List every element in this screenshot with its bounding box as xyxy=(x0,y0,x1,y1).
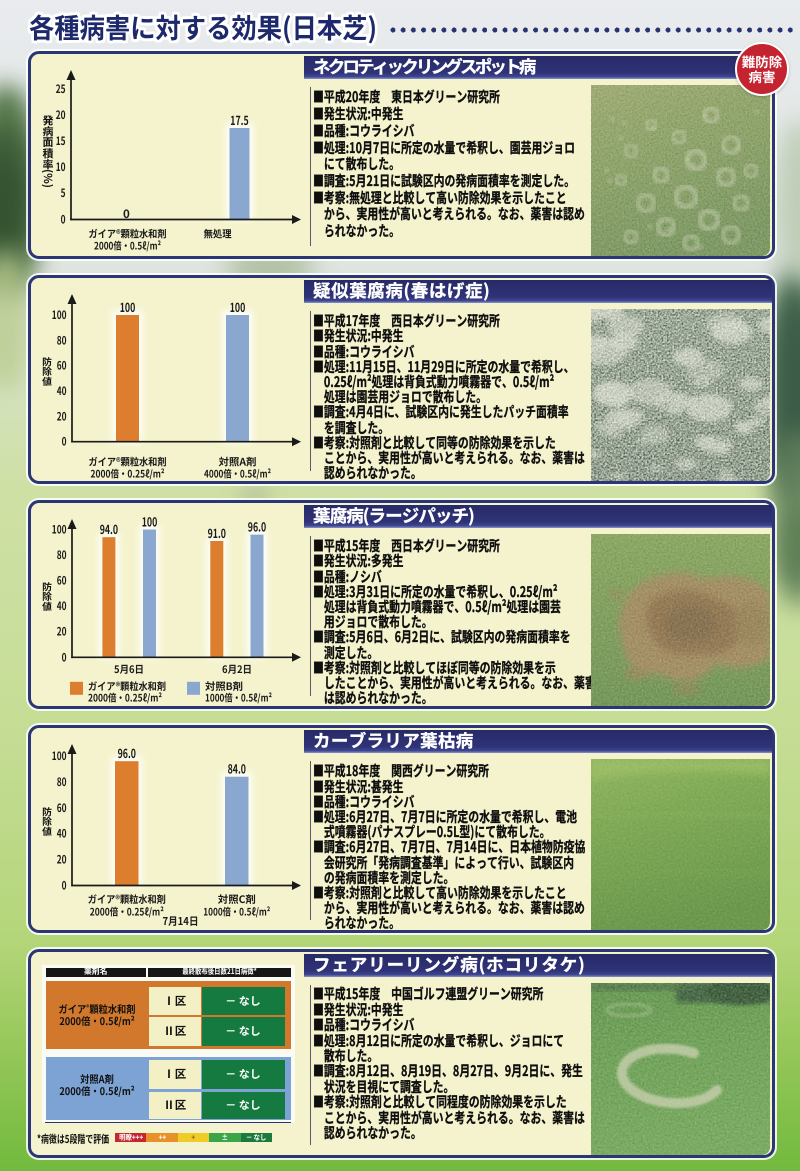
svg-text:100: 100 xyxy=(52,307,67,323)
svg-text:2000倍・0.5ℓ/m²: 2000倍・0.5ℓ/m² xyxy=(94,237,161,252)
svg-text:94.0: 94.0 xyxy=(100,519,118,538)
svg-text:ガイア®顆粒水和剤: ガイア®顆粒水和剤 xyxy=(89,226,167,241)
svg-text:40: 40 xyxy=(57,383,67,399)
svg-text:15: 15 xyxy=(56,133,66,149)
svg-text:0: 0 xyxy=(62,649,67,665)
svg-text:20: 20 xyxy=(57,408,67,424)
svg-text:0: 0 xyxy=(62,434,67,450)
svg-text:96.0: 96.0 xyxy=(248,517,266,536)
svg-text:ガイア®顆粒水和剤: ガイア®顆粒水和剤 xyxy=(88,678,166,693)
svg-text:1000倍・0.5ℓ/m²: 1000倍・0.5ℓ/m² xyxy=(205,690,272,705)
svg-text:60: 60 xyxy=(57,358,67,374)
svg-text:0: 0 xyxy=(61,212,66,228)
svg-text:100: 100 xyxy=(52,522,67,538)
svg-text:20: 20 xyxy=(56,107,66,123)
svg-text:2000倍・0.25ℓ/m²: 2000倍・0.25ℓ/m² xyxy=(90,904,164,919)
svg-text:5月6日: 5月6日 xyxy=(114,661,144,676)
svg-text:60: 60 xyxy=(57,800,67,816)
svg-text:対照A剤: 対照A剤 xyxy=(219,454,257,469)
svg-text:20: 20 xyxy=(57,852,67,868)
svg-text:4000倍・0.5ℓ/m²: 4000倍・0.5ℓ/m² xyxy=(204,466,271,481)
svg-text:80: 80 xyxy=(57,332,67,348)
svg-text:25: 25 xyxy=(56,81,66,97)
svg-text:80: 80 xyxy=(57,547,67,563)
svg-text:1000倍・0.5ℓ/m²: 1000倍・0.5ℓ/m² xyxy=(203,904,270,919)
svg-text:91.0: 91.0 xyxy=(208,523,226,542)
svg-text:2000倍・0.25ℓ/m²: 2000倍・0.25ℓ/m² xyxy=(91,466,165,481)
svg-text:60: 60 xyxy=(57,573,67,589)
svg-text:対照B剤: 対照B剤 xyxy=(205,678,243,693)
svg-text:96.0: 96.0 xyxy=(118,743,136,762)
svg-text:40: 40 xyxy=(57,598,67,614)
svg-text:無処理: 無処理 xyxy=(204,226,233,241)
svg-text:20: 20 xyxy=(57,624,67,640)
svg-text:0: 0 xyxy=(123,206,130,222)
svg-text:0: 0 xyxy=(62,878,67,894)
svg-text:40: 40 xyxy=(57,826,67,842)
svg-text:6月2日: 6月2日 xyxy=(222,661,252,676)
svg-text:100: 100 xyxy=(52,748,67,764)
svg-text:100: 100 xyxy=(230,297,246,316)
svg-text:84.0: 84.0 xyxy=(228,759,246,778)
svg-text:ガイア®顆粒水和剤: ガイア®顆粒水和剤 xyxy=(89,454,167,469)
svg-text:7月14日: 7月14日 xyxy=(163,913,199,929)
svg-text:対照C剤: 対照C剤 xyxy=(218,891,256,906)
svg-text:10: 10 xyxy=(56,159,66,175)
svg-text:100: 100 xyxy=(142,512,158,531)
svg-text:2000倍・0.25ℓ/m²: 2000倍・0.25ℓ/m² xyxy=(88,690,162,705)
svg-text:5: 5 xyxy=(61,185,66,201)
svg-text:17.5: 17.5 xyxy=(230,110,248,129)
svg-text:80: 80 xyxy=(57,774,67,790)
svg-text:ガイア®顆粒水和剤: ガイア®顆粒水和剤 xyxy=(88,891,166,906)
svg-text:100: 100 xyxy=(120,297,136,316)
